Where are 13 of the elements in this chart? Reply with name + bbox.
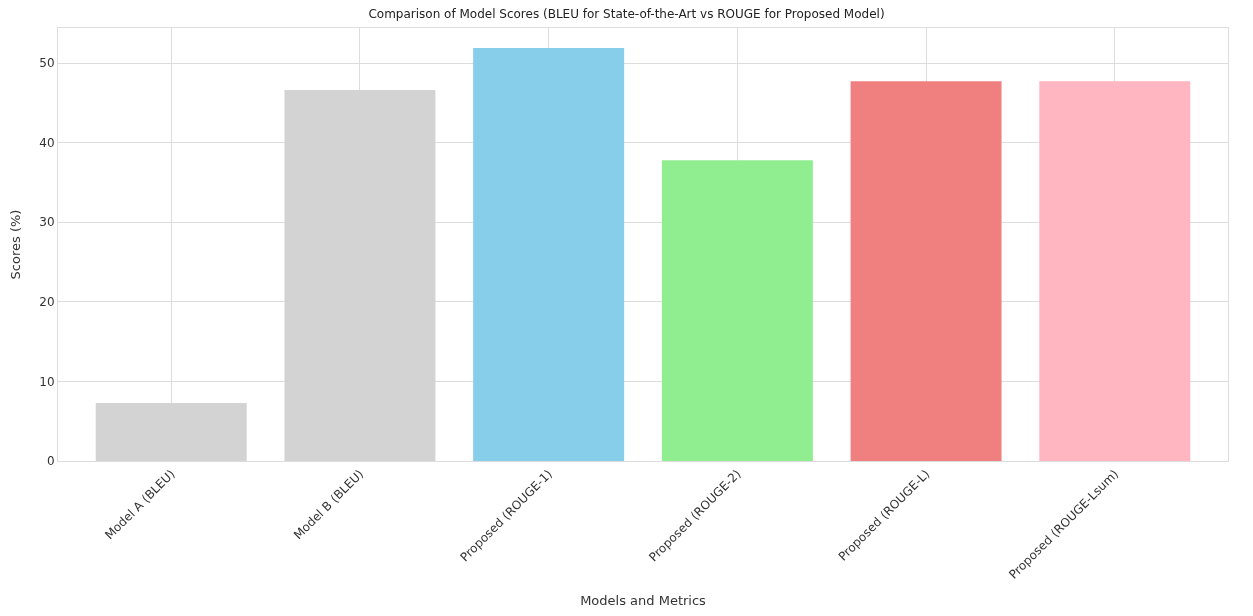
bar: [1039, 81, 1191, 461]
bar: [850, 81, 1002, 461]
y-tick-label: 10: [39, 374, 55, 389]
y-tick-label: 20: [39, 295, 55, 310]
bar: [661, 160, 813, 461]
chart-title: Comparison of Model Scores (BLEU for State-of-the-Art vs ROUGE for Proposed Model): [368, 6, 885, 21]
y-tick-label: 40: [39, 135, 55, 150]
y-tick-label: 0: [46, 454, 55, 469]
y-tick-label: 50: [39, 56, 55, 71]
x-axis-title: Models and Metrics: [580, 593, 707, 609]
y-axis-title: Scores (%): [8, 209, 24, 280]
y-tick-label: 30: [39, 215, 55, 230]
bar: [473, 47, 625, 461]
